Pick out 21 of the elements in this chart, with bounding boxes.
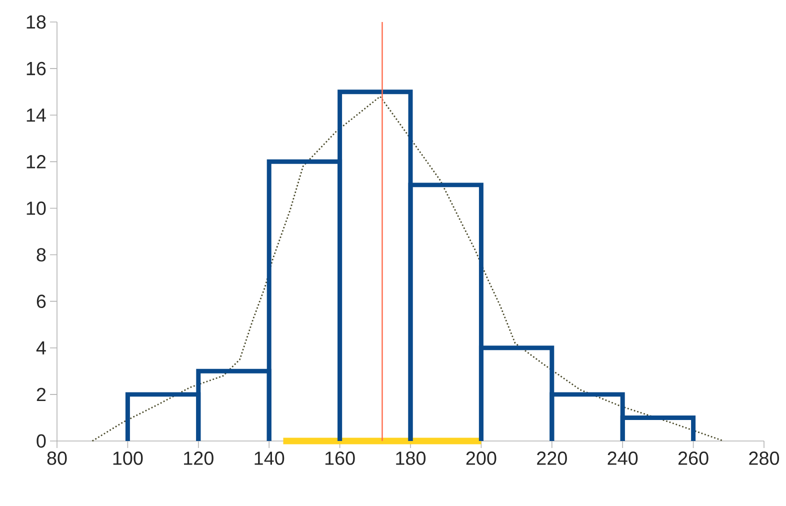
x-tick-label: 280 [749, 452, 780, 465]
x-tick-label: 160 [325, 452, 355, 465]
x-tick-label: 140 [254, 452, 284, 465]
x-tick-label: 100 [113, 452, 143, 465]
y-tick-label: 18 [26, 15, 46, 29]
y-tick-label: 12 [26, 155, 46, 168]
x-tick-label: 260 [678, 452, 708, 465]
x-tick-label: 80 [47, 452, 67, 465]
y-tick-label: 8 [36, 248, 46, 262]
x-tick-label: 240 [608, 452, 638, 465]
y-tick-label: 4 [36, 341, 46, 354]
y-tick-label: 2 [36, 388, 46, 402]
y-tick-label: 0 [36, 434, 46, 448]
x-tick-label: 200 [466, 452, 496, 465]
x-tick-label: 220 [537, 452, 567, 465]
y-tick-label: 16 [26, 62, 46, 76]
y-tick-label: 14 [26, 108, 46, 122]
y-tick-label: 10 [26, 202, 46, 215]
y-tick-label: 6 [36, 294, 46, 308]
x-tick-label: 180 [396, 452, 426, 465]
x-tick-label: 120 [184, 452, 214, 465]
